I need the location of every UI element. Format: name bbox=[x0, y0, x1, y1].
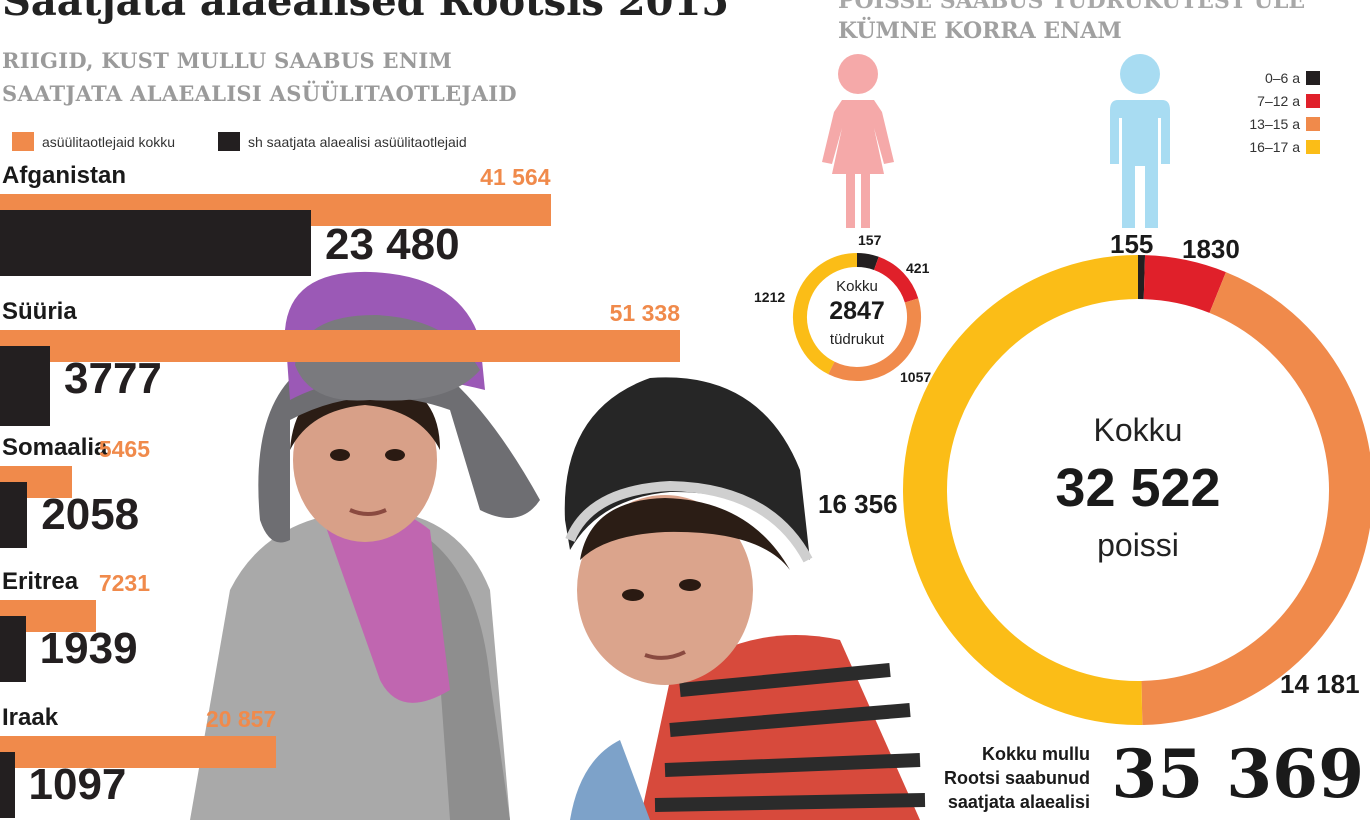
girls-label-16-17: 1212 bbox=[754, 289, 786, 305]
grand-total-line3: saatjata alaealisi bbox=[947, 792, 1090, 812]
age-legend: 0–6 a 7–12 a 13–15 a 16–17 a bbox=[1249, 66, 1320, 158]
total-value-label: 20 857 bbox=[205, 706, 277, 732]
boy-figure-icon bbox=[1110, 54, 1170, 228]
blanket-shadow bbox=[430, 540, 510, 820]
legend-label-total: asüülitaotlejaid kokku bbox=[42, 133, 176, 150]
minors-bar bbox=[0, 616, 26, 682]
boys-slice-4 bbox=[903, 255, 1143, 725]
grand-total-value: 35 369 bbox=[1111, 735, 1364, 813]
age-legend-item: 16–17 a bbox=[1249, 135, 1320, 158]
girls-label-7-12: 421 bbox=[906, 260, 930, 276]
age-legend-label: 0–6 a bbox=[1264, 69, 1300, 86]
boys-center-value: 32 522 bbox=[1055, 458, 1221, 518]
age-legend-label: 13–15 a bbox=[1249, 115, 1300, 132]
age-legend-item: 13–15 a bbox=[1249, 112, 1320, 135]
girls-center-bottom: tüdrukut bbox=[829, 331, 885, 348]
minors-value-label: 1939 bbox=[39, 624, 138, 673]
country-label: Iraak bbox=[2, 704, 59, 731]
girls-label-0-6: 157 bbox=[858, 232, 882, 248]
girl-mouth bbox=[349, 508, 387, 516]
black-beanie bbox=[564, 377, 810, 560]
grand-total-line1: Kokku mullu bbox=[981, 744, 1090, 764]
girls-slice-2 bbox=[873, 256, 919, 303]
total-value-label: 51 338 bbox=[609, 300, 680, 326]
minors-value-label: 3777 bbox=[64, 354, 162, 403]
minors-bar bbox=[0, 482, 28, 548]
boy-mouth bbox=[644, 650, 686, 660]
subtitle-line1: RIIGID, KUST MULLU SAABUS ENIM bbox=[2, 48, 452, 73]
girls-slice-4 bbox=[793, 253, 858, 375]
girls-center-top: Kokku bbox=[836, 278, 878, 295]
minors-value-label: 1097 bbox=[28, 760, 127, 809]
age-legend-swatch bbox=[1306, 93, 1320, 108]
age-legend-item: 0–6 a bbox=[1249, 66, 1320, 89]
boy-hair bbox=[580, 498, 790, 570]
boys-center-bottom: poissi bbox=[1097, 527, 1179, 563]
girl-figure-icon bbox=[822, 54, 894, 228]
boys-label-13-15: 14 181 bbox=[1280, 669, 1360, 699]
grand-total-caption: Kokku mullu Rootsi saabunud saatjata ala… bbox=[920, 742, 1090, 814]
total-value-label: 7231 bbox=[98, 570, 150, 596]
total-value-label: 5465 bbox=[98, 436, 150, 462]
legend-minors: sh saatjata alaealisi asüülitaotlejaid bbox=[218, 132, 467, 151]
boys-label-0-6: 155 bbox=[1110, 229, 1154, 259]
grand-total-line2: Rootsi saabunud bbox=[943, 768, 1090, 788]
beanie-stripe bbox=[565, 480, 813, 563]
boy-eye-left bbox=[622, 589, 644, 601]
boys-slice-3 bbox=[1141, 272, 1370, 725]
total-bar bbox=[0, 736, 277, 768]
girls-slice-1 bbox=[856, 253, 879, 271]
age-legend-label: 16–17 a bbox=[1249, 138, 1300, 155]
country-label: Somaalia bbox=[2, 434, 108, 461]
legend-total: asüülitaotlejaid kokku bbox=[12, 132, 175, 151]
legend-swatch-black bbox=[218, 132, 240, 151]
boys-label-7-12: 1830 bbox=[1182, 234, 1240, 264]
legend-label-minors: sh saatjata alaealisi asüülitaotlejaid bbox=[248, 133, 467, 150]
sweater-stripes bbox=[654, 663, 926, 812]
total-bar bbox=[0, 330, 680, 362]
boy-face bbox=[577, 495, 753, 685]
bar-chart-subtitle: RIIGID, KUST MULLU SAABUS ENIM SAATJATA … bbox=[2, 44, 517, 110]
age-legend-item: 7–12 a bbox=[1249, 89, 1320, 112]
girl-face bbox=[293, 378, 437, 542]
boys-label-16-17: 16 356 bbox=[818, 489, 898, 519]
minors-bar bbox=[0, 752, 15, 818]
girls-slice-3 bbox=[828, 298, 921, 381]
boys-center-top: Kokku bbox=[1093, 412, 1183, 448]
boys-slice-2 bbox=[1143, 255, 1226, 314]
minors-value-label: 2058 bbox=[41, 490, 140, 539]
minors-value-label: 23 480 bbox=[325, 220, 460, 269]
minors-bar bbox=[0, 346, 51, 426]
country-label: Eritrea bbox=[2, 568, 79, 595]
main-title: Saatjata alaealised Rootsis 2015 bbox=[2, 0, 730, 25]
age-legend-label: 7–12 a bbox=[1257, 92, 1300, 109]
jeans bbox=[570, 740, 650, 820]
total-value-label: 41 564 bbox=[480, 164, 551, 190]
pink-scarf bbox=[320, 503, 450, 703]
country-label: Süüria bbox=[2, 298, 77, 325]
fur-hat-flaps bbox=[258, 370, 540, 543]
right-title-line2: KÜMNE KORRA ENAM bbox=[838, 18, 1122, 44]
right-title-line1: POISSE SAABUS TÜDRUKUTEST ÜLE bbox=[838, 0, 1306, 14]
girl-eye-right bbox=[385, 449, 405, 461]
girl-eye-left bbox=[330, 449, 350, 461]
girls-center-value: 2847 bbox=[829, 297, 885, 325]
minors-bar bbox=[0, 210, 311, 276]
age-legend-swatch bbox=[1306, 139, 1320, 154]
age-legend-swatch bbox=[1306, 116, 1320, 131]
subtitle-line2: SAATJATA ALAEALISI ASÜÜLITAOTLEJAID bbox=[2, 81, 517, 106]
boy-eye-right bbox=[679, 579, 701, 591]
country-label: Afganistan bbox=[2, 162, 127, 189]
age-legend-swatch bbox=[1306, 70, 1320, 85]
girls-label-13-15: 1057 bbox=[900, 369, 932, 385]
legend-swatch-orange bbox=[12, 132, 34, 151]
